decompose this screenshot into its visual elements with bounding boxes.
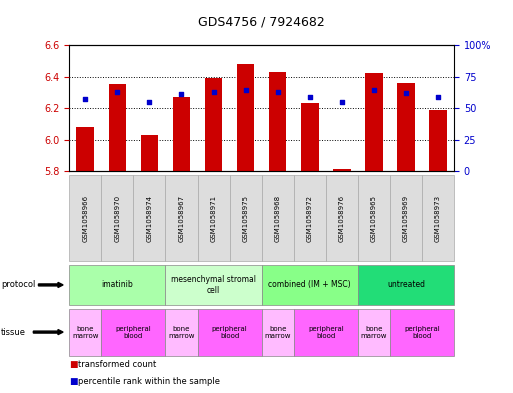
Text: bone
marrow: bone marrow: [361, 325, 387, 339]
Text: bone
marrow: bone marrow: [168, 325, 195, 339]
Text: GSM1058966: GSM1058966: [82, 195, 88, 242]
Bar: [429, 110, 447, 171]
Text: bone
marrow: bone marrow: [264, 325, 291, 339]
Text: GSM1058973: GSM1058973: [435, 195, 441, 242]
Text: transformed count: transformed count: [78, 360, 157, 369]
Text: GSM1058974: GSM1058974: [146, 195, 152, 242]
Text: percentile rank within the sample: percentile rank within the sample: [78, 377, 221, 386]
Text: GSM1058971: GSM1058971: [210, 195, 216, 242]
Text: peripheral
blood: peripheral blood: [212, 325, 247, 339]
Point: [113, 88, 122, 95]
Text: GSM1058969: GSM1058969: [403, 195, 409, 242]
Text: GSM1058968: GSM1058968: [274, 195, 281, 242]
Point: [209, 88, 218, 95]
Text: GSM1058972: GSM1058972: [307, 195, 313, 242]
Bar: [173, 97, 190, 171]
Text: bone
marrow: bone marrow: [72, 325, 98, 339]
Bar: [333, 169, 350, 171]
Point: [145, 99, 153, 105]
Bar: [365, 73, 383, 171]
Text: protocol: protocol: [1, 281, 35, 289]
Bar: [141, 135, 158, 171]
Point: [306, 94, 314, 100]
Text: untreated: untreated: [387, 281, 425, 289]
Bar: [109, 84, 126, 171]
Text: imatinib: imatinib: [102, 281, 133, 289]
Text: GSM1058970: GSM1058970: [114, 195, 121, 242]
Text: GSM1058965: GSM1058965: [371, 195, 377, 242]
Bar: [269, 72, 286, 171]
Text: GSM1058975: GSM1058975: [243, 195, 249, 242]
Text: GDS4756 / 7924682: GDS4756 / 7924682: [198, 16, 325, 29]
Point: [338, 99, 346, 105]
Text: ■: ■: [69, 377, 78, 386]
Text: ■: ■: [69, 360, 78, 369]
Text: mesenchymal stromal
cell: mesenchymal stromal cell: [171, 275, 256, 295]
Text: tissue: tissue: [1, 328, 26, 336]
Text: peripheral
blood: peripheral blood: [308, 325, 344, 339]
Bar: [76, 127, 94, 171]
Text: combined (IM + MSC): combined (IM + MSC): [268, 281, 351, 289]
Point: [402, 90, 410, 96]
Text: peripheral
blood: peripheral blood: [115, 325, 151, 339]
Bar: [397, 83, 415, 171]
Text: peripheral
blood: peripheral blood: [404, 325, 440, 339]
Point: [177, 91, 186, 97]
Point: [273, 88, 282, 95]
Point: [434, 94, 442, 100]
Bar: [237, 64, 254, 171]
Point: [81, 96, 89, 103]
Point: [242, 87, 250, 94]
Point: [370, 87, 378, 94]
Bar: [301, 103, 319, 171]
Bar: [205, 78, 222, 171]
Text: GSM1058967: GSM1058967: [179, 195, 185, 242]
Text: GSM1058976: GSM1058976: [339, 195, 345, 242]
